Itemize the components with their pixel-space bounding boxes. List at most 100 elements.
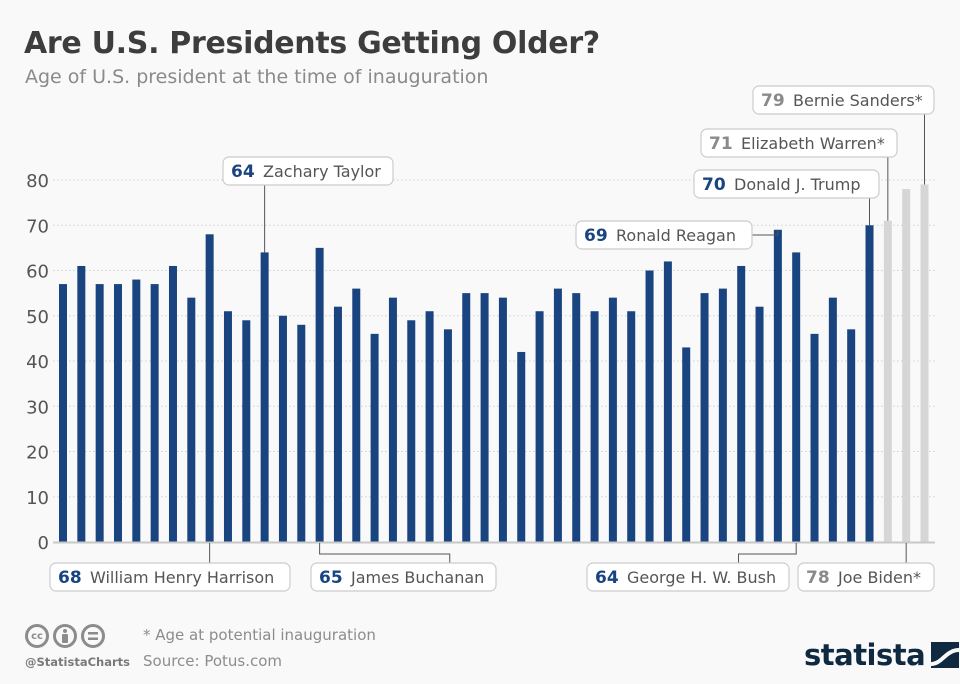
bar[interactable] — [462, 293, 471, 542]
callout-value: 69 — [584, 226, 608, 246]
bar[interactable] — [278, 315, 287, 542]
bar[interactable] — [865, 225, 874, 542]
bar[interactable] — [388, 297, 397, 542]
callout-box — [310, 562, 497, 592]
statista-logo-icon — [931, 642, 960, 668]
callout-label: Elizabeth Warren* — [741, 134, 885, 153]
leader-line — [738, 543, 797, 563]
bar[interactable] — [315, 247, 324, 542]
bar[interactable] — [113, 284, 122, 542]
y-tick-label: 0 — [38, 533, 49, 554]
bar[interactable] — [902, 189, 911, 543]
leader-line — [752, 229, 779, 236]
y-tick-label: 10 — [26, 488, 49, 509]
annotation-callout: 70 Donald J. Trump — [693, 169, 880, 226]
callout-value: 79 — [761, 91, 785, 111]
annotation-callout: 64 George H. W. Bush — [586, 543, 797, 592]
bar[interactable] — [260, 252, 269, 542]
callout-label: Donald J. Trump — [734, 175, 861, 194]
bar[interactable] — [755, 306, 764, 542]
bar[interactable] — [920, 184, 929, 542]
bar[interactable] — [205, 234, 214, 543]
cc-icon: cc — [25, 624, 49, 648]
y-tick-label: 40 — [26, 352, 49, 373]
callout-label: Ronald Reagan — [616, 226, 736, 245]
callout-label: James Buchanan — [350, 568, 484, 587]
y-tick-label: 50 — [26, 307, 49, 328]
bar[interactable] — [370, 333, 379, 542]
callout-box — [797, 562, 935, 592]
bar[interactable] — [498, 297, 507, 542]
annotation-callout: 78 Joe Biden* — [797, 543, 935, 592]
callout-box — [700, 128, 898, 158]
annotation-callout: 79 Bernie Sanders* — [752, 85, 935, 185]
bar[interactable] — [700, 293, 709, 542]
bar[interactable] — [572, 293, 581, 542]
bar[interactable] — [352, 288, 361, 542]
bar[interactable] — [407, 320, 416, 542]
bar[interactable] — [645, 270, 654, 543]
bar[interactable] — [242, 320, 251, 542]
twitter-handle[interactable]: @StatistaCharts — [25, 655, 130, 669]
bar[interactable] — [168, 265, 177, 542]
y-tick-label: 80 — [26, 171, 49, 192]
callout-box — [222, 156, 394, 186]
bar[interactable] — [95, 284, 104, 542]
bar[interactable] — [223, 311, 232, 542]
callout-value: 70 — [702, 175, 726, 195]
license-icons: cc — [25, 624, 105, 648]
bar[interactable] — [425, 311, 434, 542]
bar[interactable] — [480, 293, 489, 542]
callout-box — [693, 169, 880, 199]
gridlines — [53, 179, 935, 498]
bar[interactable] — [847, 329, 856, 542]
bar[interactable] — [828, 297, 837, 542]
bar[interactable] — [590, 311, 599, 542]
bar[interactable] — [737, 265, 746, 542]
y-tick-label: 60 — [26, 262, 49, 283]
y-tick-label: 20 — [26, 443, 49, 464]
bar[interactable] — [132, 279, 141, 542]
bar[interactable] — [297, 324, 306, 542]
source-text: Source: Potus.com — [143, 652, 283, 670]
bar[interactable] — [333, 306, 342, 542]
callout-label: Joe Biden* — [837, 568, 921, 587]
bar[interactable] — [535, 311, 544, 542]
callout-value: 71 — [709, 134, 733, 154]
logo-text: statista — [804, 638, 926, 672]
bar[interactable] — [883, 220, 892, 542]
chart-title: Are U.S. Presidents Getting Older? — [24, 26, 600, 61]
bar[interactable] — [443, 329, 452, 542]
callout-value: 78 — [806, 568, 830, 588]
statista-logo[interactable]: statista — [804, 638, 960, 672]
bar[interactable] — [59, 284, 67, 542]
bars — [59, 184, 929, 543]
callout-box — [49, 562, 291, 592]
leader-line — [319, 543, 451, 563]
bar[interactable] — [187, 297, 196, 542]
footnote: * Age at potential inauguration — [143, 626, 376, 644]
bar[interactable] — [718, 288, 727, 542]
annotations: 68 William Henry Harrison 64 Zachary Taylor… — [49, 85, 935, 592]
bar[interactable] — [517, 351, 526, 542]
bar[interactable] — [627, 311, 636, 542]
bar[interactable] — [608, 297, 617, 542]
callout-box — [575, 220, 753, 250]
bar[interactable] — [682, 347, 691, 542]
bar[interactable] — [150, 284, 159, 542]
by-icon — [53, 624, 77, 648]
callout-label: Bernie Sanders* — [793, 91, 923, 110]
callout-label: George H. W. Bush — [627, 568, 776, 587]
callout-label: William Henry Harrison — [90, 568, 274, 587]
callout-value: 64 — [595, 568, 619, 588]
bar[interactable] — [77, 265, 86, 542]
bar[interactable] — [792, 252, 801, 542]
bar[interactable] — [553, 288, 562, 542]
callout-value: 68 — [58, 568, 82, 588]
annotation-callout: 64 Zachary Taylor — [222, 156, 394, 253]
y-tick-label: 70 — [26, 216, 49, 237]
bar[interactable] — [810, 333, 819, 542]
bar[interactable] — [663, 261, 672, 542]
y-tick-label: 30 — [26, 397, 49, 418]
bar[interactable] — [773, 229, 782, 542]
